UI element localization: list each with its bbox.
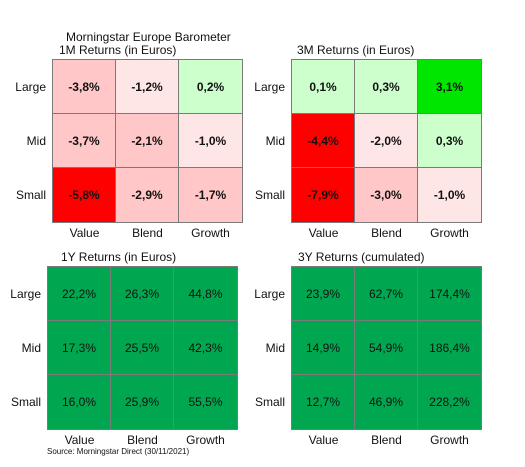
heatmap-cell: -1,0%: [179, 114, 242, 168]
heatmap-cell: -3,8%: [53, 60, 116, 114]
heatmap-cell: 186,4%: [418, 321, 481, 375]
column-label: Value: [69, 226, 100, 240]
row-label: Mid: [265, 341, 285, 355]
heatmap-cell: 228,2%: [418, 375, 481, 429]
column-label: Growth: [430, 226, 469, 240]
row-label: Mid: [265, 134, 285, 148]
heatmap-cell: 62,7%: [355, 267, 418, 321]
heatmap-cell: 16,0%: [48, 375, 111, 429]
row-label: Large: [10, 287, 41, 301]
heatmap-cell: 3,1%: [418, 60, 481, 114]
column-label: Growth: [186, 433, 225, 447]
heatmap-cell: -1,2%: [116, 60, 179, 114]
heatmap-cell: 54,9%: [355, 321, 418, 375]
heatmap-cell: 0,1%: [292, 60, 355, 114]
column-label: Blend: [371, 433, 402, 447]
column-label: Blend: [127, 433, 158, 447]
panel-title-1y: 1Y Returns (in Euros): [61, 250, 177, 264]
source-note: Source: Morningstar Direct (30/11/2021): [47, 447, 190, 456]
heatmap-cell: -5,8%: [53, 168, 116, 222]
row-label: Large: [15, 80, 46, 94]
heatmap-cell: 174,4%: [418, 267, 481, 321]
panel-title-3m: 3M Returns (in Euros): [297, 43, 415, 57]
heatmap-cell: 42,3%: [174, 321, 237, 375]
heatmap-cell: 17,3%: [48, 321, 111, 375]
heatmap-cell: 22,2%: [48, 267, 111, 321]
panel-title-1m: 1M Returns (in Euros): [59, 43, 177, 57]
row-label: Large: [254, 80, 285, 94]
heatmap-cell: -1,7%: [179, 168, 242, 222]
row-label: Large: [254, 287, 285, 301]
column-label: Growth: [191, 226, 230, 240]
row-label: Mid: [26, 134, 46, 148]
row-label: Small: [10, 395, 41, 409]
heatmap-cell: 25,5%: [111, 321, 174, 375]
heatmap-cell: -3,0%: [355, 168, 418, 222]
heatmap-cell: 0,3%: [418, 114, 481, 168]
row-label: Small: [15, 188, 46, 202]
heatmap-cell: 55,5%: [174, 375, 237, 429]
heatmap-cell: 0,3%: [355, 60, 418, 114]
column-label: Value: [64, 433, 95, 447]
column-label: Blend: [371, 226, 402, 240]
heatmap-cell: -4,4%: [292, 114, 355, 168]
heatmap-cell: 25,9%: [111, 375, 174, 429]
heatmap-cell: 0,2%: [179, 60, 242, 114]
heatmap-cell: 14,9%: [292, 321, 355, 375]
column-label: Value: [308, 226, 339, 240]
heatmap-cell: -1,0%: [418, 168, 481, 222]
heatmap-cell: -2,1%: [116, 114, 179, 168]
heatmap-cell: 23,9%: [292, 267, 355, 321]
heatmap-cell: -2,9%: [116, 168, 179, 222]
heatmap-grid: 22,2% 26,3% 44,8% 17,3% 25,5% 42,3% 16,0% 25,9%…: [47, 266, 238, 430]
panel-title-3y: 3Y Returns (cumulated): [298, 250, 425, 264]
row-label: Small: [254, 188, 285, 202]
column-label: Blend: [132, 226, 163, 240]
column-label: Value: [308, 433, 339, 447]
heatmap-cell: 12,7%: [292, 375, 355, 429]
heatmap-cell: -2,0%: [355, 114, 418, 168]
row-label: Mid: [21, 341, 41, 355]
heatmap-cell: 44,8%: [174, 267, 237, 321]
heatmap-cell: -3,7%: [53, 114, 116, 168]
page-title: Morningstar Europe Barometer: [66, 30, 231, 44]
row-label: Small: [254, 395, 285, 409]
heatmap-grid: 23,9% 62,7% 174,4% 14,9% 54,9% 186,4% 12,7% 46,…: [291, 266, 482, 430]
heatmap-cell: 46,9%: [355, 375, 418, 429]
heatmap-grid: 0,1% 0,3% 3,1% -4,4% -2,0% 0,3% -7,9% -3,0% -1,0…: [291, 59, 482, 223]
heatmap-grid: -3,8% -1,2% 0,2% -3,7% -2,1% -1,0% -5,8% -2,9% -…: [52, 59, 243, 223]
column-label: Growth: [430, 433, 469, 447]
heatmap-cell: 26,3%: [111, 267, 174, 321]
heatmap-cell: -7,9%: [292, 168, 355, 222]
